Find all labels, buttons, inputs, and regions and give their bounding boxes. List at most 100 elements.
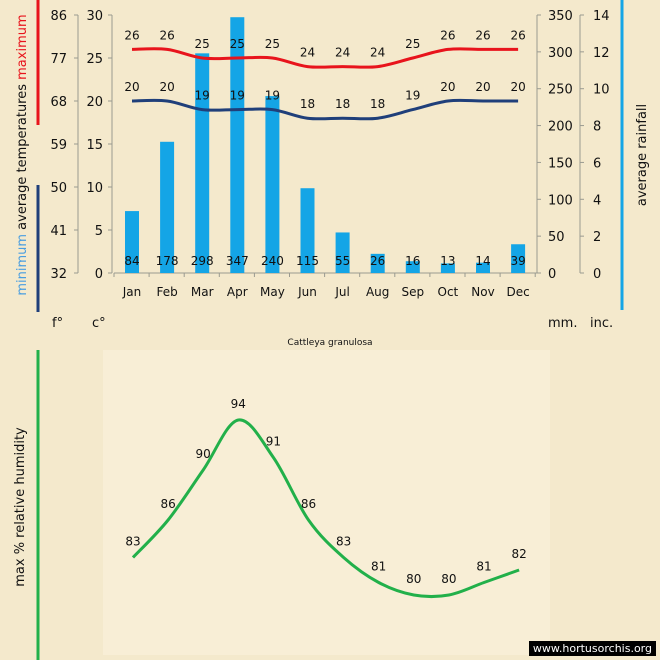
rainfall-bar: [335, 232, 350, 273]
left-axis-title: minimum average temperatures maximum: [15, 14, 30, 295]
min-temperature-data-label: 19: [405, 89, 420, 103]
inch-tick-label: 14: [593, 9, 610, 24]
inch-tick-label: 10: [593, 83, 610, 98]
max-temperature-data-label: 26: [475, 28, 490, 42]
humidity-data-label: 81: [476, 560, 491, 574]
min-temperature-data-label: 18: [300, 97, 315, 111]
humidity-data-label: 94: [231, 397, 246, 411]
rainfall-bar: [300, 188, 315, 273]
month-label: Jan: [122, 285, 142, 299]
inch-unit: inc.: [590, 316, 613, 331]
min-temperature-data-label: 19: [265, 89, 280, 103]
humidity-axis-title: max % relative humidity: [13, 427, 28, 587]
max-temperature-data-label: 25: [195, 37, 210, 51]
fahrenheit-tick-label: 32: [50, 267, 67, 282]
chart-title: Cattleya granulosa: [287, 338, 372, 348]
month-label: Dec: [506, 285, 529, 299]
humidity-data-label: 83: [125, 535, 140, 549]
watermark: www.hortusorchis.org: [528, 641, 656, 656]
celsius-unit: c°: [92, 316, 106, 331]
rainfall-bar: [160, 141, 175, 273]
rainfall-data-label: 13: [440, 254, 455, 268]
max-temperature-data-label: 26: [124, 28, 139, 42]
month-label: May: [260, 285, 285, 299]
inch-tick-label: 2: [593, 230, 601, 245]
max-temperature-data-label: 25: [230, 37, 245, 51]
rainfall-data-label: 178: [156, 254, 179, 268]
inch-tick-label: 6: [593, 156, 601, 171]
fahrenheit-unit: f°: [52, 316, 63, 331]
max-temperature-data-label: 24: [300, 46, 315, 60]
rainfall-bar: [265, 96, 280, 273]
rainfall-bar: [440, 263, 455, 273]
celsius-tick-label: 25: [86, 52, 103, 67]
max-temperature-data-label: 26: [159, 28, 174, 42]
humidity-line: [131, 418, 520, 599]
fahrenheit-tick-label: 86: [50, 9, 67, 24]
max-temperature-data-label: 25: [405, 37, 420, 51]
month-label: Nov: [471, 285, 494, 299]
rainfall-data-label: 55: [335, 254, 350, 268]
humidity-data-label: 86: [301, 497, 316, 511]
humidity-data-label: 81: [371, 560, 386, 574]
rainfall-data-label: 16: [405, 254, 420, 268]
rainfall-bar: [370, 253, 385, 273]
left-axis-title-average: average temperatures: [15, 84, 30, 234]
min-temperature-data-label: 20: [124, 80, 139, 94]
rainfall-data-label: 240: [261, 254, 284, 268]
fahrenheit-tick-label: 50: [50, 181, 67, 196]
fahrenheit-tick-label: 77: [50, 52, 67, 67]
max-temperature-line: [131, 47, 519, 69]
rainfall-bar: [405, 261, 420, 273]
inch-tick-label: 0: [593, 267, 601, 282]
max-temperature-data-label: 24: [370, 46, 385, 60]
month-label: Feb: [156, 285, 177, 299]
min-temperature-data-label: 20: [440, 80, 455, 94]
mm-tick-label: 300: [548, 46, 573, 61]
mm-tick-label: 350: [548, 9, 573, 24]
month-label: Jul: [334, 285, 349, 299]
left-axis-title-minimum: minimum: [15, 234, 30, 296]
fahrenheit-tick-label: 68: [50, 95, 67, 110]
celsius-tick-label: 20: [86, 95, 103, 110]
rainfall-data-label: 26: [370, 254, 385, 268]
rainfall-data-label: 115: [296, 254, 319, 268]
fahrenheit-tick-label: 41: [50, 224, 67, 239]
month-label: Sep: [401, 285, 424, 299]
month-label: Jun: [297, 285, 317, 299]
min-temperature-data-label: 20: [510, 80, 525, 94]
rainfall-bar: [476, 262, 490, 273]
rainfall-bar: [230, 17, 245, 274]
humidity-data-label: 90: [196, 447, 211, 461]
rainfall-data-label: 84: [124, 254, 139, 268]
rainfall-data-label: 14: [475, 254, 490, 268]
celsius-tick-label: 10: [86, 181, 103, 196]
mm-unit: mm.: [548, 316, 577, 331]
month-label: Oct: [438, 285, 459, 299]
humidity-plot-area: [103, 350, 550, 655]
month-label: Mar: [191, 285, 214, 299]
celsius-tick-label: 15: [86, 138, 103, 153]
max-temperature-data-label: 25: [265, 37, 280, 51]
min-temperature-data-label: 20: [475, 80, 490, 94]
celsius-tick-label: 0: [95, 267, 103, 282]
mm-tick-label: 200: [548, 120, 573, 135]
min-temperature-data-label: 19: [195, 89, 210, 103]
humidity-data-label: 82: [511, 547, 526, 561]
humidity-data-label: 80: [441, 572, 456, 586]
rainfall-data-label: 298: [191, 254, 214, 268]
min-temperature-data-label: 18: [370, 97, 385, 111]
inch-tick-label: 8: [593, 120, 601, 135]
humidity-data-label: 83: [336, 535, 351, 549]
month-label: Aug: [366, 285, 389, 299]
right-axis-title: average rainfall: [635, 104, 650, 206]
left-axis-title-maximum: maximum: [15, 14, 30, 84]
mm-tick-label: 150: [548, 156, 573, 171]
max-temperature-data-label: 26: [440, 28, 455, 42]
month-label: Apr: [227, 285, 248, 299]
mm-tick-label: 100: [548, 193, 573, 208]
inch-tick-label: 12: [593, 46, 610, 61]
fahrenheit-tick-label: 59: [50, 138, 67, 153]
